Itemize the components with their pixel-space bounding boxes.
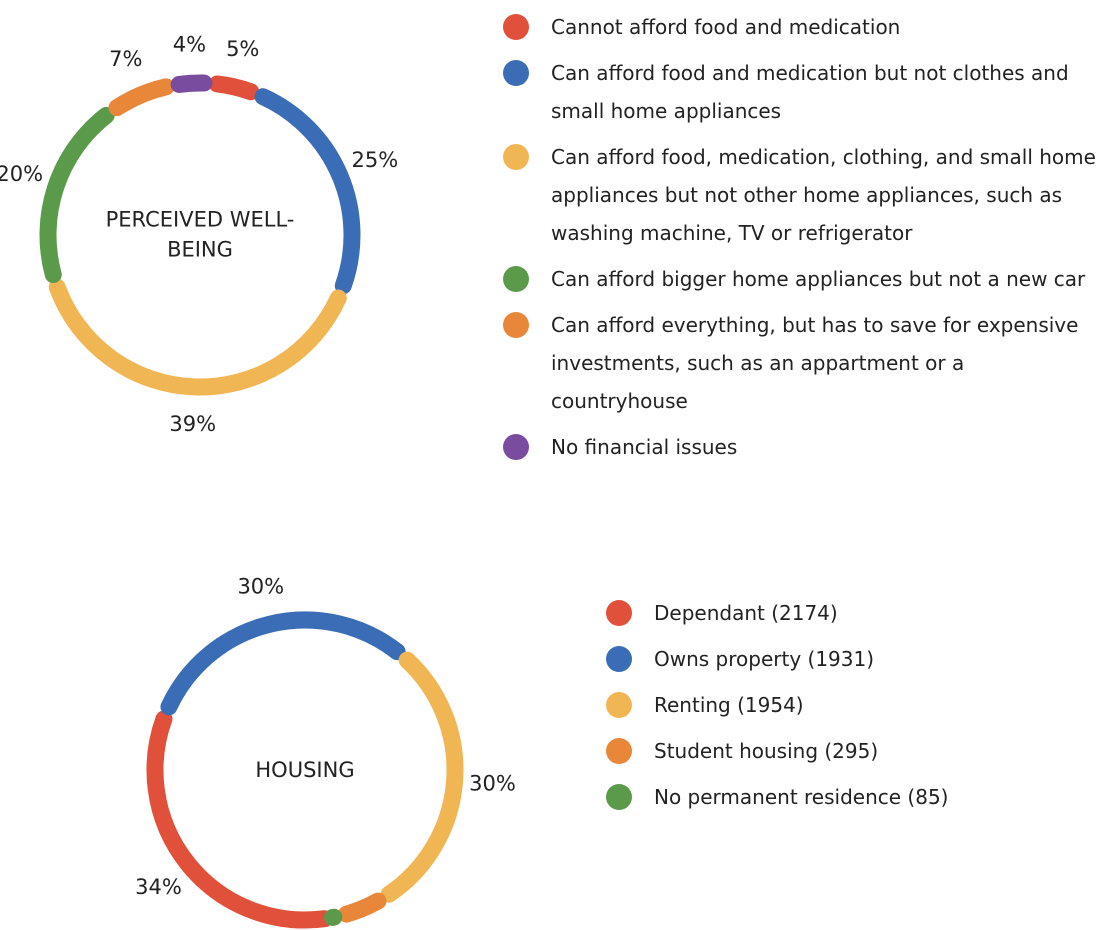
- legend-label: Owns property (1931): [654, 647, 875, 671]
- legend-marker: [503, 266, 529, 292]
- donut-segment: [146, 710, 334, 929]
- legend-item: Can afford food, medication, clothing, a…: [503, 138, 1098, 252]
- legend: Dependant (2174) Owns property (1931) Rent…: [606, 594, 1086, 824]
- legend-item: Owns property (1931): [606, 640, 1086, 678]
- value-label: 7%: [109, 47, 142, 71]
- donut-segment: [208, 75, 260, 101]
- value-label: 20%: [0, 162, 43, 186]
- legend-label: Cannot afford food and medication: [551, 15, 901, 39]
- legend-item: Cannot afford food and medication: [503, 8, 1098, 46]
- legend-item: Can afford bigger home appliances but no…: [503, 260, 1098, 298]
- value-label: 5%: [226, 37, 259, 61]
- legend-label: No permanent residence (85): [654, 785, 949, 809]
- legend-marker: [606, 784, 632, 810]
- legend-marker: [503, 434, 529, 460]
- donut-segment: [170, 74, 213, 93]
- legend-label: Dependant (2174): [654, 601, 838, 625]
- center-label: PERCEIVED WELL-BEING: [105, 207, 295, 262]
- donut-segment: [108, 78, 175, 117]
- legend: Cannot afford food and medication Can aff…: [503, 8, 1098, 474]
- legend-label: Renting (1954): [654, 693, 804, 717]
- legend-item: Student housing (295): [606, 732, 1086, 770]
- legend-item: Dependant (2174): [606, 594, 1086, 632]
- value-label: 25%: [352, 148, 399, 172]
- legend-label: No financial issues: [551, 435, 738, 459]
- value-label: 39%: [169, 412, 216, 436]
- legend-item: No permanent residence (85): [606, 778, 1086, 816]
- legend-label: Can afford food, medication, clothing, a…: [551, 145, 1096, 245]
- legend-label: Can afford food and medication but not c…: [551, 61, 1069, 123]
- legend-marker: [503, 144, 529, 170]
- legend-marker: [503, 312, 529, 338]
- legend-item: Can afford food and medication but not c…: [503, 54, 1098, 130]
- legend-marker: [606, 646, 632, 672]
- legend-item: No financial issues: [503, 428, 1098, 466]
- donut-segment: [160, 611, 406, 716]
- donut-segment: [254, 88, 361, 295]
- legend-label: Can afford bigger home appliances but no…: [551, 267, 1086, 291]
- donut-segment: [48, 278, 347, 396]
- legend-label: Can afford everything, but has to save f…: [551, 313, 1079, 413]
- legend-marker: [606, 692, 632, 718]
- donut-segment: [338, 892, 387, 923]
- value-label: 4%: [173, 32, 206, 56]
- legend-marker: [503, 60, 529, 86]
- value-label: 30%: [237, 574, 284, 598]
- legend-label: Student housing (295): [654, 739, 879, 763]
- legend-marker: [503, 14, 529, 40]
- legend-marker: [606, 600, 632, 626]
- donut-segment: [39, 106, 115, 284]
- value-label: 30%: [469, 771, 516, 795]
- center-label: HOUSING: [255, 757, 355, 782]
- legend-item: Renting (1954): [606, 686, 1086, 724]
- value-label: 34%: [135, 875, 182, 899]
- donut-segment: [380, 651, 464, 903]
- legend-item: Can afford everything, but has to save f…: [503, 306, 1098, 420]
- legend-marker: [606, 738, 632, 764]
